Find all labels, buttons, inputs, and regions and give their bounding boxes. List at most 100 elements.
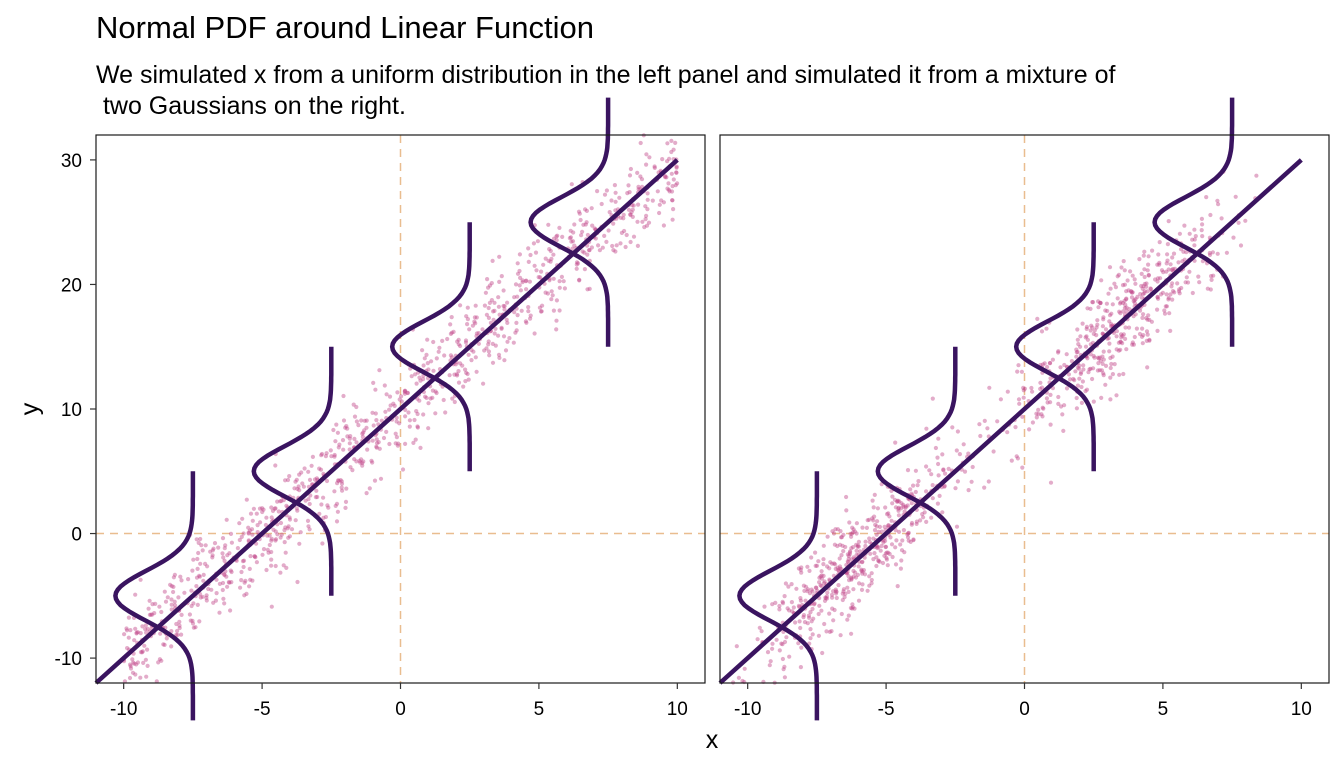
left-data-point [455, 339, 460, 344]
right-data-point [1130, 273, 1135, 278]
left-data-point [628, 212, 633, 217]
right-data-point [821, 562, 826, 567]
left-data-point [613, 190, 618, 195]
left-data-point [143, 627, 148, 632]
right-data-point [1117, 372, 1122, 377]
right-data-point [1103, 327, 1109, 332]
right-data-point [1083, 389, 1088, 394]
right-data-point [859, 568, 864, 573]
left-data-point [222, 558, 227, 564]
right-data-point [827, 566, 832, 571]
right-data-point [1088, 342, 1093, 347]
left-data-point [624, 232, 629, 238]
left-data-point [252, 554, 257, 559]
left-data-point [674, 164, 679, 169]
left-data-point [402, 388, 407, 393]
left-data-point [247, 584, 252, 589]
right-data-point [1091, 366, 1096, 371]
right-data-point [1155, 276, 1160, 281]
left-data-point [515, 261, 520, 266]
right-data-point [987, 385, 992, 390]
right-data-point [1146, 313, 1151, 318]
right-data-point [1048, 376, 1053, 381]
right-data-point [1017, 401, 1022, 406]
right-data-point [768, 659, 773, 664]
left-data-point [486, 315, 491, 320]
right-data-point [1101, 349, 1106, 354]
left-data-point [464, 370, 469, 375]
right-data-point [799, 565, 804, 570]
left-data-point [307, 501, 312, 507]
left-data-point [205, 564, 210, 569]
right-data-point [1178, 247, 1184, 252]
right-data-point [905, 503, 910, 508]
right-data-point [936, 473, 941, 478]
right-data-point [899, 548, 905, 553]
right-data-point [849, 546, 854, 551]
left-data-point [497, 312, 502, 317]
right-data-point [840, 591, 845, 596]
right-data-point [838, 529, 843, 534]
right-data-point [867, 539, 872, 545]
right-data-point [1098, 301, 1103, 306]
left-data-point [269, 538, 274, 543]
right-data-point [942, 483, 947, 488]
right-data-point [1211, 273, 1216, 278]
right-data-point [845, 617, 850, 622]
left-data-point [430, 388, 435, 393]
left-data-point [499, 325, 504, 330]
y-tick-label: -10 [55, 649, 82, 670]
left-data-point [650, 198, 655, 203]
right-data-point [870, 516, 875, 521]
left-data-point [465, 322, 470, 327]
left-data-point [661, 200, 667, 205]
right-data-point [893, 505, 899, 510]
left-data-point [354, 459, 359, 464]
right-data-point [871, 557, 876, 562]
right-data-point [1233, 194, 1238, 199]
left-data-point [264, 567, 269, 573]
right-data-point [1112, 281, 1117, 286]
left-data-point [406, 410, 411, 415]
left-data-point [370, 438, 375, 443]
right-data-point [1130, 290, 1135, 295]
right-data-point [1121, 259, 1126, 264]
right-data-point [1138, 292, 1143, 297]
left-data-point [456, 337, 461, 342]
right-data-point [859, 560, 865, 565]
left-data-point [254, 511, 259, 516]
left-data-point [210, 548, 215, 553]
left-data-point [191, 601, 196, 606]
right-data-point [833, 591, 839, 596]
left-data-point [673, 140, 678, 145]
left-data-point [284, 503, 289, 508]
left-data-point [126, 615, 131, 620]
right-data-point [1142, 289, 1147, 294]
left-data-point [449, 315, 454, 320]
left-data-point [599, 201, 604, 207]
right-data-point [1197, 280, 1202, 285]
right-data-point [846, 574, 851, 579]
left-data-point [578, 217, 583, 223]
right-data-point [1081, 363, 1086, 368]
right-data-point [862, 572, 868, 577]
right-data-point [876, 545, 881, 550]
y-axis-label: y [16, 402, 44, 415]
left-data-point [267, 533, 272, 538]
right-data-point [1164, 304, 1169, 309]
right-data-point [777, 648, 782, 653]
right-data-point [849, 557, 854, 562]
left-data-point [186, 577, 191, 582]
left-data-point [241, 564, 246, 570]
right-data-point [824, 594, 830, 599]
left-data-point [496, 352, 502, 357]
left-data-point [482, 348, 487, 353]
left-data-point [400, 467, 406, 472]
right-data-point [818, 583, 823, 588]
left-data-point [617, 195, 622, 200]
left-data-point [532, 263, 537, 268]
left-data-point [286, 524, 291, 529]
left-data-point [560, 234, 565, 239]
right-data-point [1110, 372, 1115, 377]
left-data-point [543, 256, 548, 261]
